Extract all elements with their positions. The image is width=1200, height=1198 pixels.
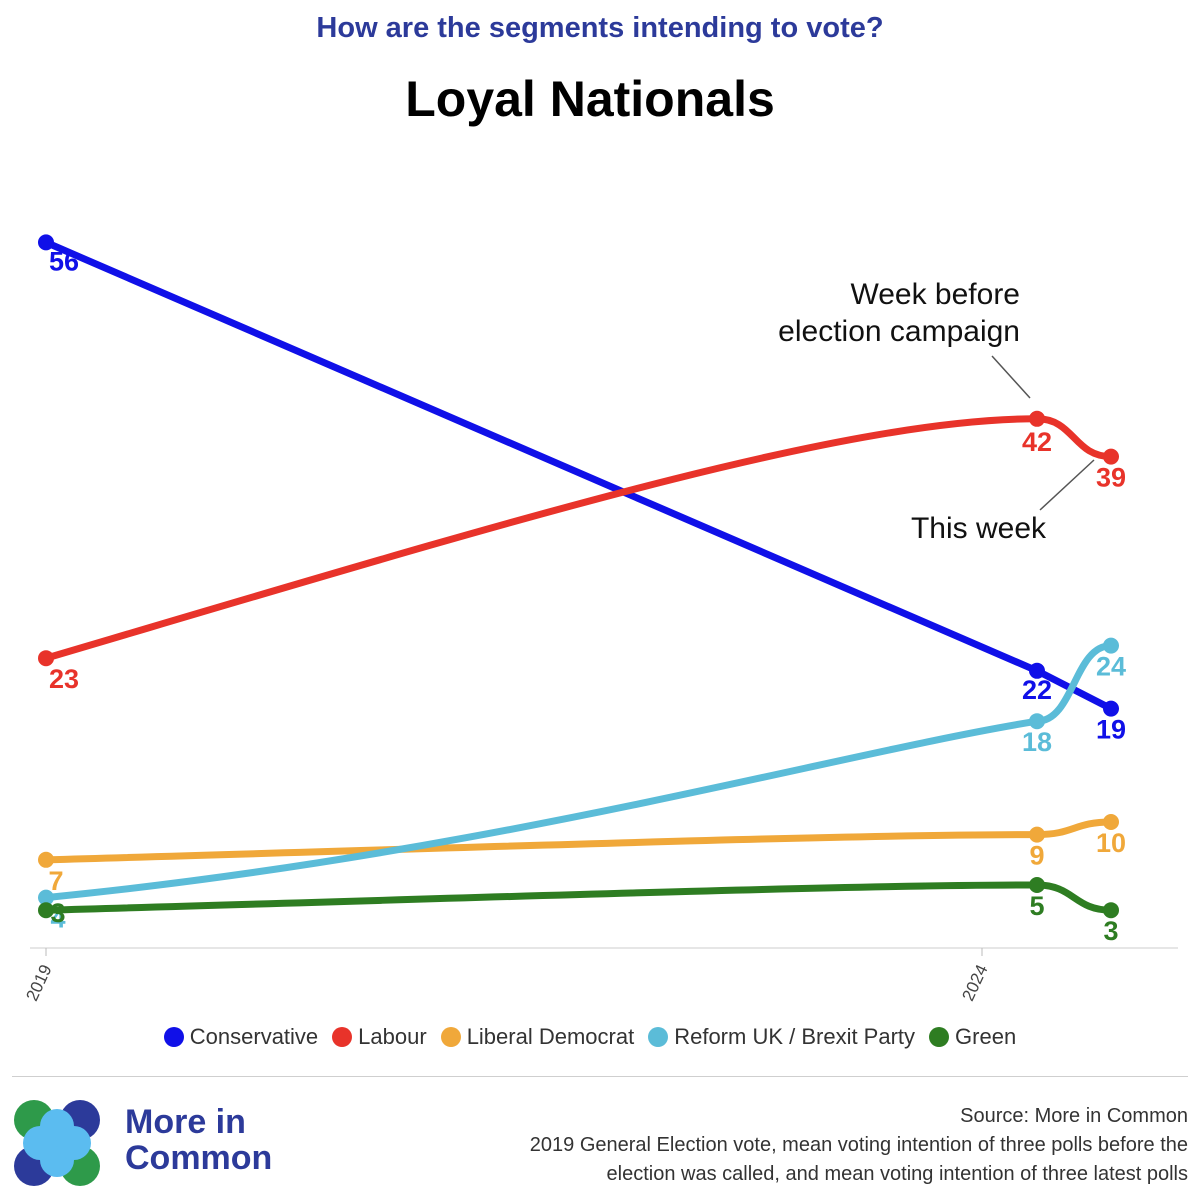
series-line: [42, 642, 1115, 902]
legend-label: Reform UK / Brexit Party: [674, 1024, 916, 1049]
data-label: 3: [1103, 916, 1118, 946]
data-point: [1029, 713, 1045, 730]
data-point: [1029, 877, 1045, 893]
data-label: 18: [1022, 727, 1052, 757]
data-point: [1103, 814, 1119, 830]
annotation-week-before-line1: Week before: [850, 278, 1020, 311]
legend-swatch: [929, 1027, 950, 1047]
chart-subtitle: How are the segments intending to vote?: [316, 12, 884, 44]
source-line: Source: More in Common: [960, 1105, 1188, 1127]
legend-label: Labour: [358, 1024, 427, 1049]
data-point: [1103, 902, 1119, 919]
legend-item: Labour: [332, 1024, 427, 1050]
data-label: 56: [49, 246, 79, 276]
footer-divider: [12, 1076, 1188, 1077]
data-point: [1029, 662, 1045, 679]
data-point: [38, 650, 54, 667]
annotation-this-week: This week: [911, 459, 1095, 545]
data-point: [1029, 826, 1045, 843]
data-point: [38, 234, 54, 251]
legend-item: Conservative: [163, 1024, 319, 1050]
legend-item: Green: [929, 1024, 1016, 1050]
x-axis: 2019 2024: [22, 948, 992, 1004]
data-label: 5: [1029, 891, 1044, 921]
data-point: [38, 851, 54, 868]
legend-swatch: [163, 1027, 184, 1047]
chart-title: Loyal Nationals: [405, 71, 775, 127]
legend-item: Liberal Democrat: [440, 1024, 635, 1050]
data-label: 42: [1022, 427, 1052, 457]
annotation-this-week-text: This week: [911, 512, 1047, 545]
data-point: [38, 889, 54, 906]
data-label: 3: [50, 898, 65, 928]
legend-label: Conservative: [189, 1024, 319, 1049]
data-label: 10: [1096, 828, 1126, 858]
series-line: [42, 818, 1115, 864]
data-point: [38, 902, 54, 919]
legend-swatch: [440, 1027, 461, 1047]
series-line: [42, 415, 1115, 662]
brand-name: More in Common: [125, 1104, 272, 1176]
data-label: 22: [1022, 675, 1052, 705]
legend-swatch: [648, 1027, 669, 1047]
annotation-week-before-line2: election campaign: [778, 315, 1020, 348]
x-tick-label: 2024: [958, 962, 991, 1004]
data-label: 9: [1029, 841, 1044, 871]
data-label: 24: [1096, 652, 1126, 682]
annotation-leader: [1039, 459, 1095, 511]
annotation-leader: [991, 355, 1031, 399]
legend: Conservative Labour Liberal Democrat Ref…: [0, 1024, 1180, 1050]
series-line: [42, 881, 1115, 914]
x-tick-label: 2019: [22, 962, 55, 1004]
series-line: [42, 238, 1115, 713]
brand-line: More in: [125, 1103, 246, 1141]
source-note: Source: More in Common 2019 General Elec…: [530, 1102, 1188, 1189]
source-line: election was called, and mean voting int…: [606, 1163, 1188, 1185]
brand-line: Common: [125, 1139, 273, 1177]
data-point: [1103, 637, 1119, 654]
data-point: [1029, 410, 1045, 427]
data-label: 7: [48, 866, 63, 896]
legend-swatch: [332, 1027, 353, 1047]
legend-item: Reform UK / Brexit Party: [648, 1024, 915, 1050]
data-point: [1103, 700, 1119, 717]
data-point: [1103, 448, 1119, 465]
annotation-week-before: Week before election campaign: [778, 278, 1031, 399]
more-in-common-logo-icon: [14, 1100, 100, 1186]
data-label: 19: [1096, 715, 1126, 745]
source-line: 2019 General Election vote, mean voting …: [529, 1134, 1188, 1156]
data-label: 23: [49, 664, 79, 694]
legend-label: Green: [955, 1024, 1017, 1049]
data-label: 39: [1096, 463, 1126, 493]
legend-label: Liberal Democrat: [466, 1024, 635, 1049]
